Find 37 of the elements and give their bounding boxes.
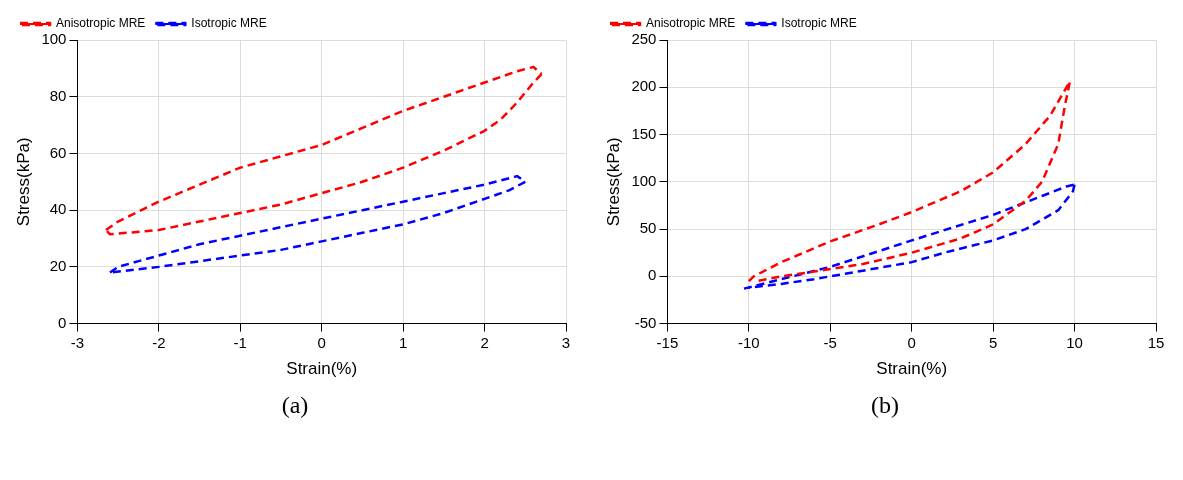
legend-label: Isotropic MRE	[781, 16, 857, 31]
y-tick-label: 80	[49, 86, 67, 104]
x-tick-label: -5	[823, 333, 837, 351]
y-tick-label: 20	[49, 257, 67, 275]
legend-label: Anisotropic MRE	[646, 16, 736, 31]
legend-label: Isotropic MRE	[191, 16, 267, 31]
y-tick-label: 50	[639, 219, 657, 237]
x-tick-label: -3	[70, 333, 85, 351]
x-tick-label: -1	[233, 333, 247, 351]
x-axis-title: Strain(%)	[876, 359, 948, 379]
text: (b)	[870, 392, 900, 419]
y-axis-title: Stress(kPa)	[13, 137, 33, 227]
x-tick-label: -2	[152, 333, 166, 351]
x-axis-title: Strain(%)	[286, 359, 358, 379]
text: (a)	[280, 392, 310, 419]
y-tick-label: 100	[631, 171, 657, 189]
x-tick-label: 5	[988, 333, 998, 351]
y-tick-label: 100	[41, 30, 67, 48]
y-tick-label: -50	[634, 313, 657, 331]
y-axis-title: Stress(kPa)	[603, 137, 623, 227]
x-tick-label: 10	[1066, 333, 1083, 351]
x-tick-label: 3	[561, 333, 571, 351]
x-tick-label: 1	[398, 333, 408, 351]
y-tick-label: 150	[631, 124, 657, 142]
x-tick-label: 0	[907, 333, 916, 351]
y-tick-label: 0	[648, 266, 657, 284]
legend-label: Anisotropic MRE	[56, 16, 146, 31]
x-tick-label: -10	[738, 333, 760, 351]
x-tick-label: 2	[480, 333, 489, 351]
x-tick-label: -15	[656, 333, 679, 351]
y-tick-label: 200	[631, 77, 657, 95]
x-tick-label: 0	[317, 333, 326, 351]
y-tick-label: 250	[631, 30, 657, 48]
y-tick-label: 60	[49, 143, 67, 161]
y-tick-label: 0	[58, 313, 67, 331]
x-tick-label: 15	[1147, 333, 1165, 351]
y-tick-label: 40	[49, 200, 67, 218]
